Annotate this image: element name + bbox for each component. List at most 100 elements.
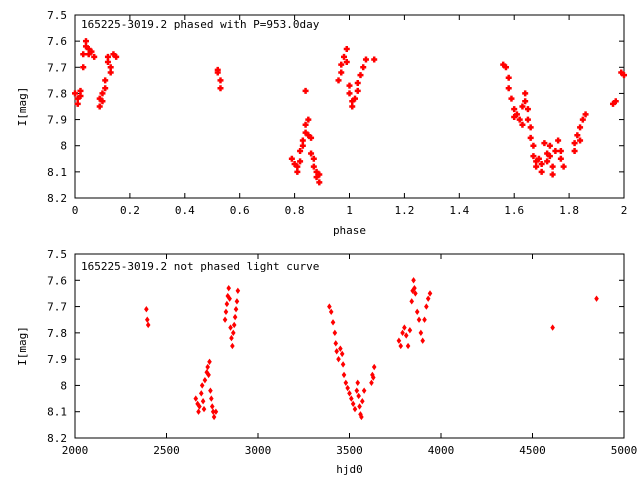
x-tick-label: 0.4 [175, 204, 195, 217]
y-tick-label: 7.6 [47, 35, 67, 48]
data-point [370, 374, 376, 381]
data-point [555, 137, 562, 144]
x-tick-label: 0 [72, 204, 79, 217]
data-point [577, 124, 584, 131]
data-point [308, 134, 315, 141]
data-point [200, 398, 206, 405]
data-point [413, 290, 418, 297]
data-point [99, 98, 106, 105]
x-tick-label: 1.4 [449, 204, 469, 217]
data-point [209, 395, 214, 402]
data-point [235, 287, 241, 294]
data-point [579, 116, 586, 123]
data-point [229, 334, 234, 342]
x-tick-label: 4500 [519, 444, 546, 457]
data-point [409, 298, 415, 305]
chart-title: 165225-3019.2 phased with P=953.0day [81, 18, 320, 31]
data-point [217, 85, 224, 92]
data-point [346, 90, 353, 97]
y-axis-label: I[mag] [16, 326, 29, 366]
data-point [571, 147, 578, 154]
y-tick-label: 7.8 [47, 87, 67, 100]
data-point [350, 400, 356, 408]
data-point [362, 56, 369, 63]
data-points [144, 277, 599, 421]
data-point [222, 316, 228, 323]
data-point [357, 72, 364, 79]
y-tick-label: 7.9 [47, 353, 67, 366]
data-point [422, 316, 427, 323]
data-point [338, 69, 345, 76]
x-tick-label: 4000 [428, 444, 455, 457]
data-point [538, 168, 545, 175]
data-point [411, 277, 416, 284]
data-point [427, 290, 433, 297]
data-point [107, 64, 114, 71]
data-point [533, 163, 540, 170]
data-point [224, 300, 230, 308]
x-tick-label: 1.6 [504, 204, 524, 217]
data-point [330, 319, 336, 326]
axis-ticks: 0 0.2 0.4 0.6 0.8 1 1.2 1.4 1.6 1.8 2 7.5 7.6 7.7 7.8 7… [47, 9, 627, 217]
data-point [546, 142, 553, 149]
x-axis-label: phase [333, 224, 366, 237]
x-tick-label: 1.2 [394, 204, 414, 217]
data-point [294, 168, 301, 175]
data-point [72, 90, 78, 97]
data-point [354, 87, 361, 94]
data-point [104, 53, 111, 60]
y-tick-label: 8.2 [47, 192, 67, 205]
data-point [96, 103, 103, 110]
data-point [505, 85, 512, 92]
y-tick-label: 7.5 [47, 9, 67, 22]
data-point [420, 337, 425, 344]
data-point [113, 53, 120, 60]
data-point [227, 295, 232, 302]
data-point [144, 316, 150, 323]
data-point [516, 116, 523, 123]
data-point [519, 103, 526, 110]
data-point [544, 158, 551, 165]
data-point [418, 329, 424, 337]
data-point [412, 284, 417, 292]
data-point [577, 137, 584, 144]
data-point [206, 371, 211, 379]
data-point [550, 324, 555, 331]
data-point [343, 379, 349, 386]
data-point [524, 116, 531, 123]
y-tick-label: 8.2 [47, 432, 67, 445]
x-tick-label: 0.6 [230, 204, 250, 217]
data-point [414, 308, 420, 316]
data-point [302, 121, 309, 128]
data-point [211, 413, 217, 421]
data-point [340, 361, 346, 368]
data-point [198, 390, 204, 397]
data-point [343, 59, 350, 66]
data-point [538, 161, 545, 168]
data-point [371, 363, 377, 371]
data-point [549, 171, 556, 178]
data-point [571, 140, 578, 147]
data-point [338, 61, 345, 68]
data-point [338, 345, 343, 352]
data-point [582, 111, 589, 118]
data-point [347, 390, 352, 397]
data-point [621, 72, 627, 79]
data-point [104, 59, 111, 66]
data-point [299, 142, 306, 149]
data-point [223, 308, 229, 316]
data-point [208, 387, 213, 394]
x-tick-label: 5000 [611, 444, 638, 457]
data-point [214, 69, 221, 76]
data-point [557, 147, 564, 154]
data-point [416, 316, 422, 323]
data-point [144, 306, 149, 313]
data-point [102, 85, 109, 92]
x-tick-label: 1 [346, 204, 353, 217]
data-point [530, 142, 537, 149]
data-point [80, 64, 87, 71]
data-point [233, 306, 239, 313]
x-tick-label: 2 [621, 204, 628, 217]
data-point [549, 163, 556, 170]
unphased-light-curve-panel: 165225-3019.2 not phased light curve I[m… [16, 248, 637, 476]
